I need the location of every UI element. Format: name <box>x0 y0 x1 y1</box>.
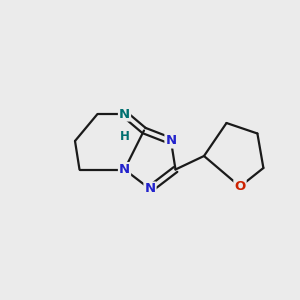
Text: H: H <box>120 130 129 143</box>
Text: N: N <box>119 163 130 176</box>
Text: N: N <box>144 182 156 196</box>
Text: N: N <box>119 107 130 121</box>
Text: N: N <box>165 134 177 148</box>
Text: O: O <box>234 180 246 193</box>
